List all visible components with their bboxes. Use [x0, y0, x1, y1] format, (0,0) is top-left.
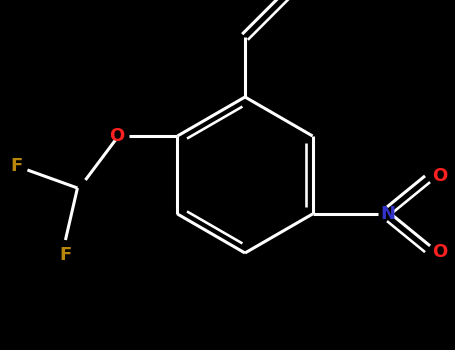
Text: F: F [59, 246, 71, 264]
Text: O: O [109, 127, 125, 145]
Text: O: O [293, 0, 308, 1]
Text: F: F [10, 157, 22, 175]
Text: O: O [433, 167, 448, 185]
Text: O: O [433, 243, 448, 261]
Text: N: N [380, 205, 395, 223]
